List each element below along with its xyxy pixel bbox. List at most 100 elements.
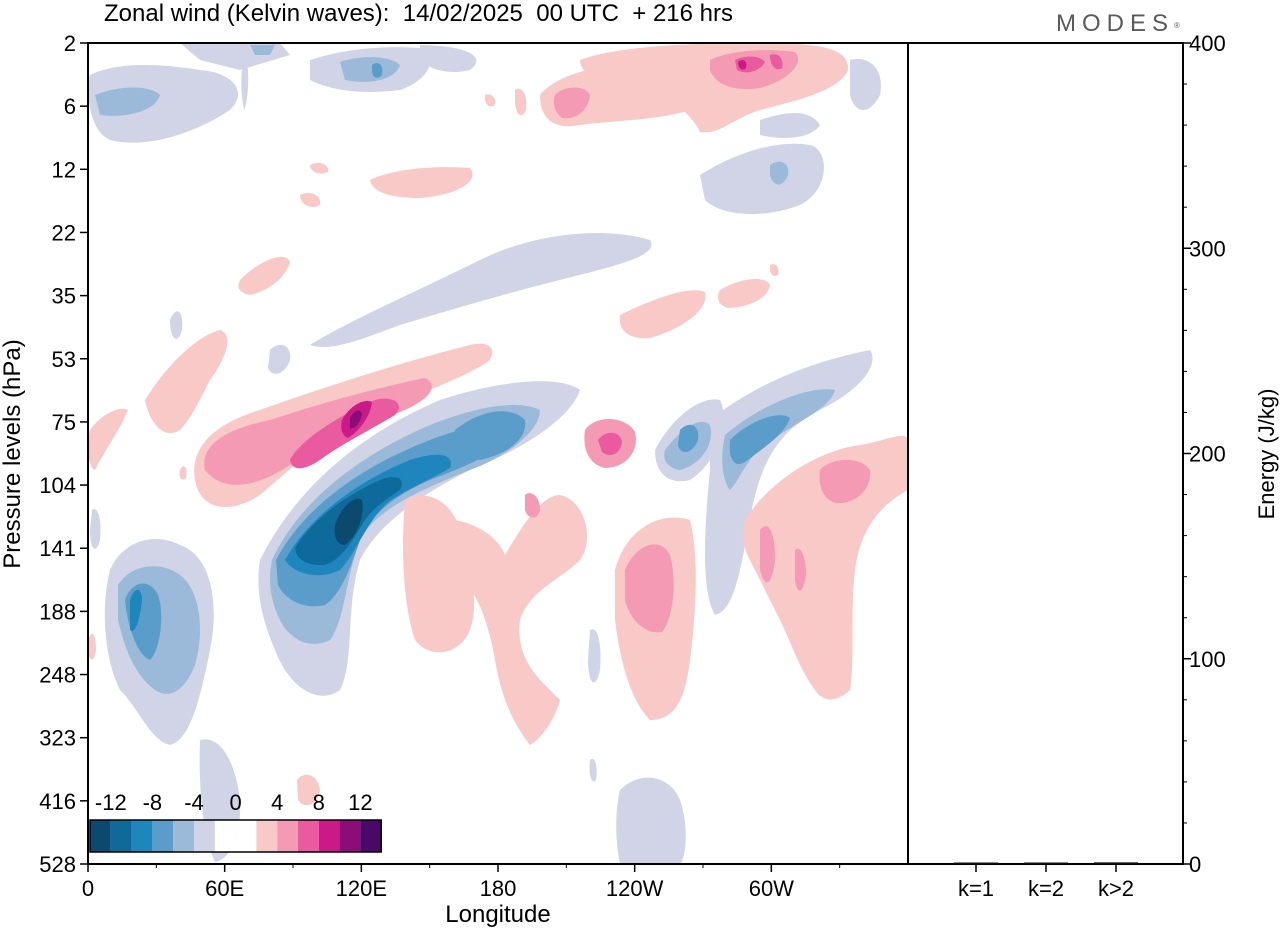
y-tick-label: 104 — [39, 473, 76, 498]
brand-name: MODES — [1056, 10, 1175, 37]
region — [430, 495, 588, 745]
region — [130, 589, 142, 631]
colorbar-label: -4 — [184, 790, 204, 815]
x-axis-label: Longitude — [445, 901, 550, 928]
colorbar-label: -8 — [143, 790, 163, 815]
brand-logo: MODES® — [1056, 10, 1180, 38]
colorbar-swatch — [360, 820, 382, 852]
region — [850, 59, 881, 110]
region — [743, 435, 908, 700]
x-tick-label: 120E — [336, 876, 387, 901]
region — [88, 65, 239, 143]
energy-bar — [1094, 862, 1138, 864]
colorbar-swatch — [90, 820, 111, 852]
wind-field — [88, 43, 908, 864]
region — [454, 411, 526, 460]
region — [90, 509, 101, 549]
energy-bar — [954, 862, 998, 864]
region — [95, 87, 160, 116]
region — [372, 63, 383, 78]
region — [484, 94, 496, 107]
region — [588, 629, 601, 683]
region — [310, 232, 652, 348]
colorbar-swatch — [131, 820, 153, 852]
colorbar-swatch — [214, 820, 236, 852]
category-label: k=1 — [958, 876, 994, 901]
colorbar-swatch — [256, 820, 278, 852]
colorbar-frame — [89, 819, 382, 853]
colorbar-swatch — [339, 820, 361, 852]
region — [760, 526, 775, 583]
y-tick-label: 2 — [64, 31, 76, 56]
energy-bar — [1024, 862, 1068, 864]
colorbar-swatch — [298, 820, 319, 852]
colorbar-swatch — [318, 820, 340, 852]
colorbar-swatch — [277, 820, 298, 852]
energy-panel-frame — [907, 42, 1184, 865]
x-tick-label: 60E — [205, 876, 244, 901]
y-tick-label: 528 — [39, 852, 76, 877]
y-tick-label: 6 — [64, 94, 76, 119]
region — [268, 344, 291, 374]
region — [598, 432, 622, 455]
region — [420, 45, 477, 72]
y-tick-label: 22 — [52, 220, 76, 245]
energy-tick-label: 400 — [1189, 31, 1226, 56]
y-tick-label: 141 — [39, 536, 76, 561]
category-label: k=2 — [1028, 876, 1064, 901]
region — [760, 113, 820, 138]
region — [250, 45, 275, 55]
x-tick-label: 0 — [82, 876, 94, 901]
y-tick-label: 53 — [52, 347, 76, 372]
energy-tick-label: 0 — [1189, 852, 1201, 877]
region — [170, 311, 183, 339]
energy-axis: 0 100 200 300 400 — [1183, 31, 1226, 877]
region — [350, 410, 362, 429]
y-tick-label: 323 — [39, 726, 76, 751]
region — [722, 389, 835, 490]
x-tick-label: 60W — [749, 876, 794, 901]
energy-bars: k=1 k=2 k>2 — [954, 862, 1138, 901]
energy-tick-label: 200 — [1189, 442, 1226, 467]
colorbar-label: 0 — [229, 790, 241, 815]
registered-mark: ® — [1174, 21, 1180, 30]
region — [769, 264, 779, 276]
longitude-axis: 0 60E 120E 180 120W 60W — [82, 864, 841, 901]
region — [700, 143, 824, 215]
region — [370, 167, 473, 198]
field-level-neg-12 — [334, 498, 363, 545]
region — [770, 161, 789, 185]
region — [340, 57, 400, 82]
colorbar-label: -12 — [95, 790, 127, 815]
category-label: k>2 — [1098, 876, 1134, 901]
colorbar: -12 -8 -4 0 4 8 12 — [89, 790, 382, 853]
y-tick-label: 416 — [39, 789, 76, 814]
region — [88, 408, 128, 470]
energy-axis-label: Energy (J/kg) — [1254, 389, 1279, 520]
colorbar-label: 8 — [313, 790, 325, 815]
region — [334, 498, 363, 545]
region — [705, 350, 873, 615]
region — [300, 193, 321, 207]
y-axis-label: Pressure levels (hPa) — [0, 339, 26, 568]
x-tick-label: 120W — [606, 876, 664, 901]
region — [738, 60, 747, 70]
colorbar-swatch — [173, 820, 194, 852]
x-tick-label: 180 — [480, 876, 517, 901]
chart-title: Zonal wind (Kelvin waves): 14/02/2025 00… — [104, 0, 733, 27]
field-level-pos-10 — [350, 410, 362, 429]
colorbar-swatch — [110, 820, 132, 852]
region — [678, 424, 699, 452]
region — [616, 777, 686, 864]
energy-tick-label: 300 — [1189, 236, 1226, 261]
colorbar-label: 12 — [348, 790, 372, 815]
region — [145, 330, 228, 434]
region — [297, 774, 320, 806]
region — [525, 493, 540, 518]
region — [625, 544, 674, 633]
region — [553, 87, 590, 119]
region — [238, 256, 290, 295]
region — [819, 459, 871, 504]
region — [241, 50, 249, 110]
